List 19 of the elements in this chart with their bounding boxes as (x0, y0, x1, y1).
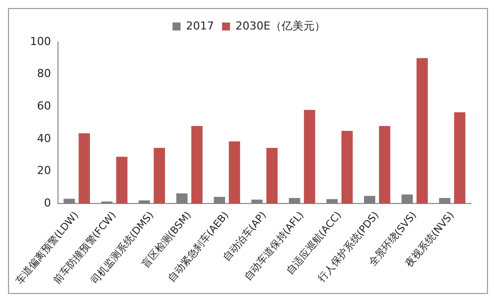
y-tick-label: 100 (30, 34, 51, 48)
bar (116, 156, 128, 204)
bar (154, 148, 165, 204)
legend-label: 2017 (186, 19, 214, 32)
bar (341, 130, 353, 204)
bar (454, 112, 466, 204)
bar (379, 126, 390, 204)
y-tick-label: 0 (44, 196, 51, 210)
bar (78, 133, 90, 204)
bar (266, 148, 278, 204)
y-tick-label: 40 (36, 132, 51, 145)
bar (191, 126, 203, 204)
y-tick-label: 60 (36, 100, 51, 112)
y-tick-label: 20 (36, 164, 51, 178)
legend-label: 2030E（亿美元） (236, 19, 326, 32)
y-tick-label: 80 (36, 67, 51, 80)
bar (228, 141, 240, 204)
bar (416, 58, 428, 204)
bar (304, 110, 316, 204)
